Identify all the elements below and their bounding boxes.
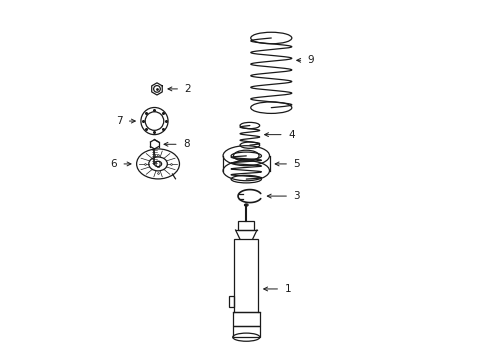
Text: 5: 5 <box>293 159 300 169</box>
Text: 7: 7 <box>116 116 122 126</box>
Bar <box>229 296 234 307</box>
Bar <box>232 327 259 337</box>
Text: 4: 4 <box>287 130 294 140</box>
Text: 9: 9 <box>307 55 314 65</box>
Bar <box>232 312 259 327</box>
Text: 8: 8 <box>183 139 189 149</box>
Bar <box>234 239 258 312</box>
Bar <box>238 221 254 230</box>
Text: 2: 2 <box>184 84 191 94</box>
Text: 6: 6 <box>110 159 117 169</box>
Text: 1: 1 <box>284 284 290 294</box>
Text: 3: 3 <box>293 191 300 201</box>
